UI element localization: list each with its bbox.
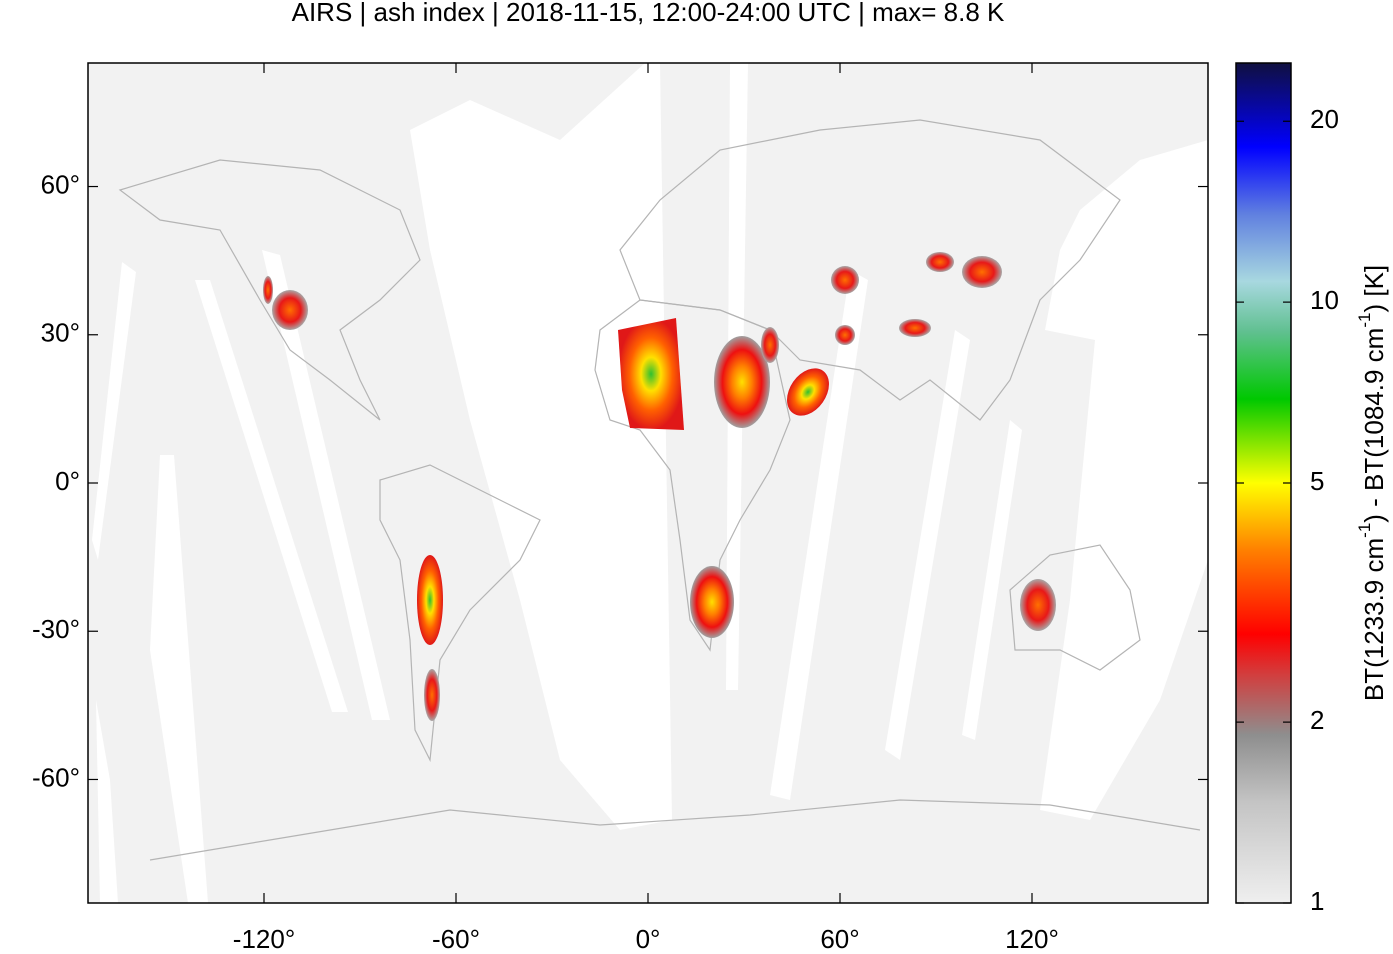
label-part: ) [K]: [1359, 265, 1389, 313]
x-tick-label: -60°: [432, 924, 480, 954]
label-superscript: -1: [1355, 313, 1374, 328]
colorbar: [1235, 62, 1292, 904]
swath-gaps: [92, 63, 1208, 903]
label-part: ) - BT(1084.9 cm: [1359, 328, 1389, 523]
label-superscript: -1: [1355, 523, 1374, 538]
chart-title: AIRS | ash index | 2018-11-15, 12:00-24:…: [292, 0, 1005, 27]
colorbar-tick-label: 10: [1310, 285, 1339, 315]
y-tick-label: -60°: [32, 762, 80, 792]
colorbar-tick-label: 2: [1310, 705, 1324, 735]
y-tick-label: 60°: [41, 169, 80, 199]
colorbar-tick-label: 1: [1310, 886, 1324, 916]
colorbar-label: BT(1233.9 cm-1) - BT(1084.9 cm-1) [K]: [1355, 265, 1388, 701]
x-tick-label: 120°: [1005, 924, 1059, 954]
y-tick-label: 30°: [41, 318, 80, 348]
colorbar-tick-label: 5: [1310, 466, 1324, 496]
y-tick-label: -30°: [32, 614, 80, 644]
x-tick-label: 0°: [636, 924, 661, 954]
map: [87, 62, 1209, 904]
y-tick-label: 0°: [55, 466, 80, 496]
x-tick-label: 60°: [820, 924, 859, 954]
x-tick-label: -120°: [233, 924, 295, 954]
ash-plumes: [263, 252, 1056, 721]
colorbar-tick-label: 20: [1310, 104, 1339, 134]
label-part: BT(1233.9 cm: [1359, 538, 1389, 701]
